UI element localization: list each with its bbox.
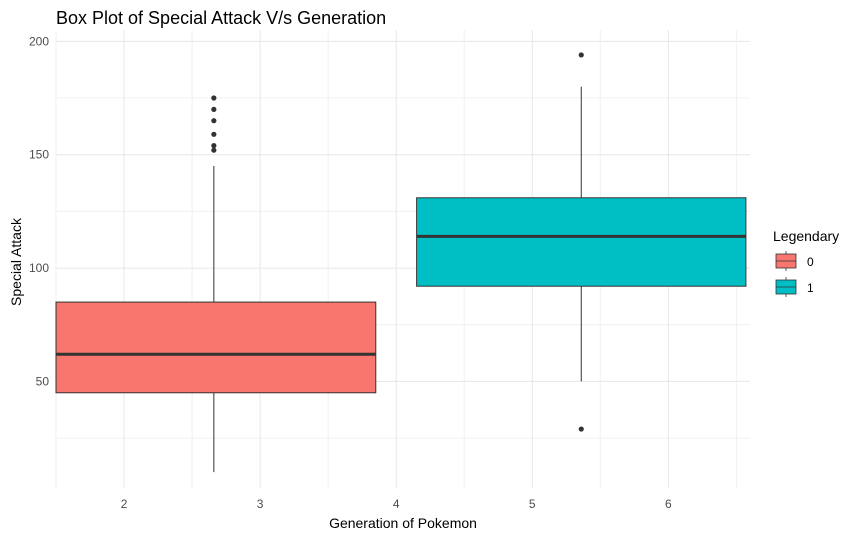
legend: Legendary 0 1: [773, 228, 839, 297]
outlier-point: [211, 118, 217, 124]
outlier-point: [578, 52, 584, 58]
outlier-point: [211, 147, 217, 153]
box-group-0: [55, 95, 377, 473]
legend-label: 0: [807, 255, 814, 269]
outlier-point: [211, 131, 217, 137]
box-group-1: [416, 52, 747, 432]
y-tick-label: 100: [29, 261, 49, 275]
tick-labels: 50 100 150 200 2 3 4 5 6: [29, 34, 672, 511]
box-iqr: [55, 301, 377, 394]
y-tick-label: 150: [29, 148, 49, 162]
legend-title: Legendary: [773, 228, 839, 244]
legend-key-1: 1: [775, 277, 814, 297]
legend-key-0: 0: [775, 251, 814, 271]
y-tick-label: 200: [29, 34, 49, 48]
outlier-point: [211, 95, 217, 101]
legend-label: 1: [807, 281, 814, 295]
x-tick-label: 2: [121, 497, 128, 511]
x-tick-label: 5: [529, 497, 536, 511]
box-iqr: [416, 197, 747, 287]
outlier-point: [578, 426, 584, 432]
x-axis-title: Generation of Pokemon: [329, 515, 477, 531]
box-layer: [55, 52, 747, 473]
y-axis-title: Special Attack: [8, 217, 24, 306]
outlier-point: [211, 143, 217, 149]
x-tick-label: 6: [665, 497, 672, 511]
outlier-point: [211, 106, 217, 112]
x-tick-label: 4: [393, 497, 400, 511]
chart-title: Box Plot of Special Attack V/s Generatio…: [56, 8, 386, 28]
y-tick-label: 50: [36, 374, 50, 388]
x-tick-label: 3: [257, 497, 264, 511]
